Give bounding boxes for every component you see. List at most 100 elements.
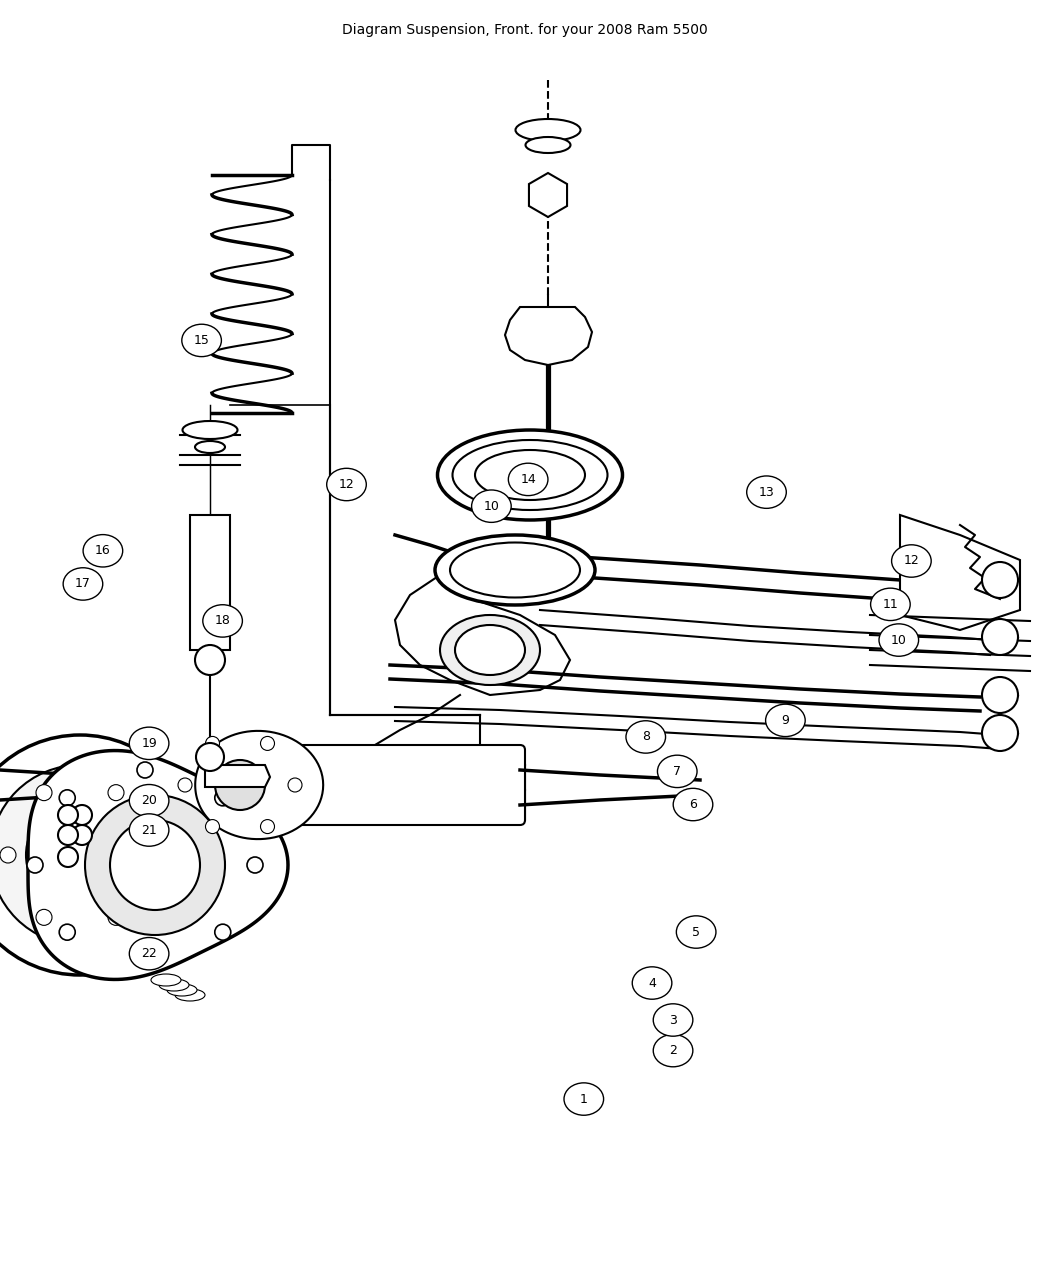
Circle shape: [144, 847, 160, 863]
Polygon shape: [505, 307, 592, 365]
Ellipse shape: [195, 441, 225, 453]
Text: 5: 5: [692, 926, 700, 938]
Ellipse shape: [673, 788, 713, 821]
Circle shape: [260, 820, 274, 834]
Ellipse shape: [564, 1082, 604, 1116]
Circle shape: [136, 762, 153, 778]
Ellipse shape: [438, 430, 623, 520]
Text: Diagram Suspension, Front. for your 2008 Ram 5500: Diagram Suspension, Front. for your 2008…: [342, 23, 708, 37]
Polygon shape: [28, 751, 288, 979]
Ellipse shape: [525, 136, 570, 153]
Circle shape: [72, 805, 92, 825]
Circle shape: [136, 952, 153, 968]
Ellipse shape: [653, 1003, 693, 1037]
Text: 12: 12: [903, 555, 920, 567]
Circle shape: [85, 796, 225, 935]
Ellipse shape: [471, 490, 511, 523]
Ellipse shape: [632, 966, 672, 1000]
Text: 10: 10: [890, 634, 907, 646]
Ellipse shape: [508, 463, 548, 496]
Circle shape: [260, 737, 274, 751]
Circle shape: [0, 734, 200, 975]
Ellipse shape: [765, 704, 805, 737]
Ellipse shape: [203, 604, 243, 638]
Text: 10: 10: [483, 500, 500, 513]
Text: 17: 17: [75, 578, 91, 590]
Circle shape: [196, 743, 224, 771]
Ellipse shape: [129, 813, 169, 847]
Text: 3: 3: [669, 1014, 677, 1026]
Ellipse shape: [159, 979, 189, 991]
Ellipse shape: [182, 324, 222, 357]
Text: 13: 13: [758, 486, 775, 499]
Circle shape: [108, 909, 124, 926]
Ellipse shape: [475, 450, 585, 500]
Text: 15: 15: [193, 334, 210, 347]
Text: 14: 14: [521, 473, 536, 486]
Circle shape: [206, 820, 219, 834]
Ellipse shape: [455, 625, 525, 674]
Circle shape: [59, 789, 76, 806]
Circle shape: [982, 677, 1018, 713]
Circle shape: [247, 857, 262, 873]
Circle shape: [982, 715, 1018, 751]
Text: 18: 18: [214, 615, 231, 627]
Circle shape: [195, 645, 225, 674]
Text: 7: 7: [673, 765, 681, 778]
FancyBboxPatch shape: [205, 745, 525, 825]
Ellipse shape: [747, 476, 786, 509]
Ellipse shape: [129, 784, 169, 817]
Ellipse shape: [453, 440, 608, 510]
Ellipse shape: [891, 544, 931, 578]
Circle shape: [215, 760, 265, 810]
Circle shape: [58, 825, 78, 845]
Circle shape: [206, 737, 219, 751]
Ellipse shape: [167, 984, 197, 996]
Ellipse shape: [435, 536, 595, 606]
Ellipse shape: [676, 915, 716, 949]
Circle shape: [215, 924, 231, 940]
Ellipse shape: [653, 1034, 693, 1067]
Ellipse shape: [151, 974, 181, 986]
Text: 16: 16: [96, 544, 111, 557]
Ellipse shape: [129, 727, 169, 760]
Text: 11: 11: [882, 598, 898, 611]
Circle shape: [72, 825, 92, 845]
Ellipse shape: [657, 755, 697, 788]
Polygon shape: [900, 515, 1020, 630]
Text: 1: 1: [580, 1093, 588, 1105]
Circle shape: [215, 789, 231, 806]
Ellipse shape: [327, 468, 366, 501]
Polygon shape: [529, 173, 567, 217]
Circle shape: [58, 805, 78, 825]
Ellipse shape: [450, 542, 580, 598]
Circle shape: [0, 847, 16, 863]
Circle shape: [26, 801, 134, 909]
Text: 22: 22: [141, 947, 158, 960]
Polygon shape: [205, 765, 270, 787]
Circle shape: [27, 857, 43, 873]
Circle shape: [36, 784, 52, 801]
Ellipse shape: [129, 937, 169, 970]
Ellipse shape: [879, 623, 919, 657]
Text: 9: 9: [781, 714, 790, 727]
Ellipse shape: [83, 534, 123, 567]
Ellipse shape: [175, 989, 205, 1001]
Ellipse shape: [183, 421, 237, 439]
Circle shape: [288, 778, 302, 792]
Text: 19: 19: [141, 737, 158, 750]
Text: 2: 2: [669, 1044, 677, 1057]
Text: 4: 4: [648, 977, 656, 989]
Circle shape: [108, 784, 124, 801]
Text: 8: 8: [642, 731, 650, 743]
Circle shape: [36, 909, 52, 926]
Text: 6: 6: [689, 798, 697, 811]
Bar: [190, 515, 230, 650]
Ellipse shape: [516, 119, 581, 142]
Text: 20: 20: [141, 794, 158, 807]
Circle shape: [58, 847, 78, 867]
Circle shape: [178, 778, 192, 792]
Circle shape: [982, 618, 1018, 655]
Circle shape: [982, 562, 1018, 598]
Ellipse shape: [63, 567, 103, 601]
